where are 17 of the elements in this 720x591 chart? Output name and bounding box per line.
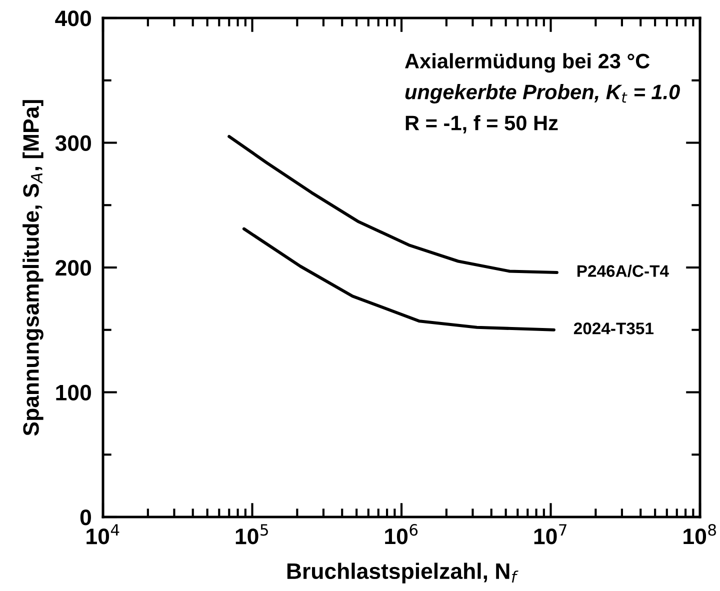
x-tick-label: 10$^{6}$ bbox=[385, 524, 418, 544]
annotation: Axialermüdung bei 23 °C bbox=[405, 53, 650, 73]
x-tick-label: 10$^{8}$ bbox=[684, 524, 716, 544]
x-axis-title: Bruchlastspielzahl, N$_{f}$ bbox=[287, 562, 518, 584]
x-tick-label: 10$^{7}$ bbox=[534, 524, 566, 544]
y-tick-label: 300 bbox=[55, 135, 91, 152]
annotation: R = -1, f = 50 Hz bbox=[406, 115, 558, 134]
y-tick-label: 200 bbox=[56, 260, 91, 276]
legend-label: P246A/C-T4 bbox=[577, 264, 669, 278]
y-axis-title: Spannungsamplitude, S$_{A}$, [MPa] bbox=[22, 100, 44, 436]
y-tick-label: 0 bbox=[80, 510, 91, 526]
x-tick-label: 10$^{5}$ bbox=[236, 524, 268, 544]
y-tick-label: 400 bbox=[55, 10, 91, 26]
y-tick-label: 100 bbox=[56, 384, 91, 401]
annotation: ungekerbte Proben, K$_{t}$ = 1.0 bbox=[405, 84, 680, 104]
legend-label: 2024-T351 bbox=[574, 322, 654, 334]
x-tick-label: 10$^{4}$ bbox=[86, 524, 120, 544]
